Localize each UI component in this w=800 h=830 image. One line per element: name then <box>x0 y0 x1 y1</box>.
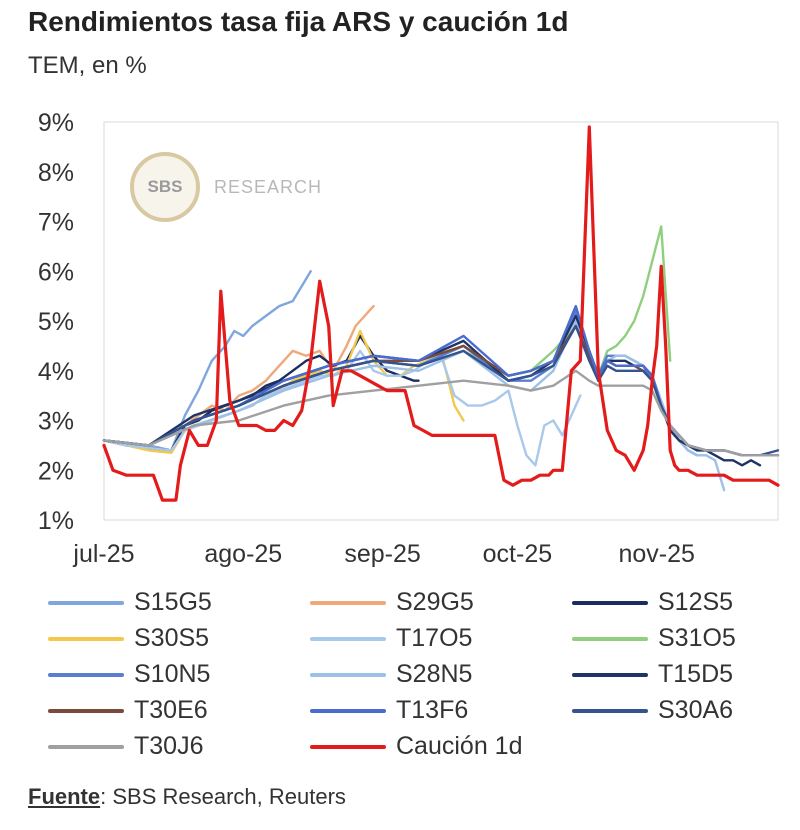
plot-frame <box>103 121 779 521</box>
legend-swatch <box>48 744 124 749</box>
y-tick-label: 1% <box>38 507 74 535</box>
source-note: Fuente: SBS Research, Reuters <box>28 784 346 810</box>
x-tick-label: jul-25 <box>72 540 134 568</box>
legend-swatch <box>310 636 386 641</box>
legend-label: S12S5 <box>658 588 734 616</box>
legend-item: S12S5 <box>572 588 733 617</box>
legend-item: T13F6 <box>310 696 468 725</box>
legend-item: S15G5 <box>48 588 212 617</box>
legend-swatch <box>572 600 648 605</box>
series-line-cauci-n-1d <box>102 125 780 502</box>
legend-label: S31O5 <box>658 624 736 652</box>
series-line-s15g5 <box>102 270 312 452</box>
legend-label: T30E6 <box>134 696 208 724</box>
legend-label: T13F6 <box>396 696 469 724</box>
legend-item: T30J6 <box>48 732 203 761</box>
legend-label: S29G5 <box>396 588 474 616</box>
legend-swatch <box>572 672 648 677</box>
legend-label: S30A6 <box>658 696 734 724</box>
series-line-s30s5 <box>102 329 465 454</box>
legend-label: S28N5 <box>396 660 473 688</box>
legend-label: S10N5 <box>134 660 211 688</box>
watermark-text: RESEARCH <box>214 176 323 197</box>
legend-item: S29G5 <box>310 588 474 617</box>
legend-item: S31O5 <box>572 624 736 653</box>
y-tick-label: 3% <box>38 408 74 436</box>
legend-swatch <box>572 636 648 641</box>
legend-swatch <box>310 708 386 713</box>
x-tick-label: oct-25 <box>483 540 552 568</box>
legend-swatch <box>310 600 386 605</box>
legend-swatch <box>48 636 124 641</box>
series-line-t15d5 <box>102 314 762 467</box>
legend-swatch <box>48 708 124 713</box>
legend-item: S28N5 <box>310 660 472 689</box>
legend-item: S10N5 <box>48 660 210 689</box>
legend-label: Caución 1d <box>396 732 523 760</box>
chart-subtitle: TEM, en % <box>28 52 147 79</box>
legend-item: T30E6 <box>48 696 208 725</box>
chart-title: Rendimientos tasa fija ARS y caución 1d <box>28 6 569 37</box>
y-tick-label: 6% <box>38 258 74 286</box>
series-line-t30j6 <box>102 369 780 457</box>
legend-label: S30S5 <box>134 624 210 652</box>
y-tick-label: 4% <box>38 358 74 386</box>
y-tick-label: 5% <box>38 308 74 336</box>
y-tick-label: 9% <box>38 109 74 137</box>
legend-swatch <box>310 672 386 677</box>
legend-swatch <box>48 600 124 605</box>
legend-swatch <box>48 672 124 677</box>
legend-item: T17O5 <box>310 624 472 653</box>
legend-label: T15D5 <box>658 660 734 688</box>
source-text: : SBS Research, Reuters <box>100 784 346 809</box>
x-tick-label: sep-25 <box>344 540 420 568</box>
legend-item: T15D5 <box>572 660 733 689</box>
legend-item: S30A6 <box>572 696 733 725</box>
legend-item: Caución 1d <box>310 732 522 761</box>
legend-label: T17O5 <box>396 624 473 652</box>
legend-item: S30S5 <box>48 624 209 653</box>
sbs-logo: SBS <box>130 152 200 222</box>
legend-label: T30J6 <box>134 732 204 760</box>
y-tick-label: 7% <box>38 209 74 237</box>
line-chart: 1% 2% 3% 4% 5% 6% 7% 8% 9% jul-25 ago-25 sep-25 oct-… <box>38 109 780 568</box>
watermark: SBS RESEARCH <box>130 152 322 222</box>
x-tick-label: nov-25 <box>618 540 694 568</box>
legend-swatch <box>572 708 648 713</box>
legend-label: S15G5 <box>134 588 212 616</box>
x-tick-label: ago-25 <box>204 540 282 568</box>
legend-swatch <box>310 744 386 749</box>
y-tick-label: 8% <box>38 159 74 187</box>
y-tick-label: 2% <box>38 457 74 485</box>
source-label: Fuente <box>28 784 101 809</box>
